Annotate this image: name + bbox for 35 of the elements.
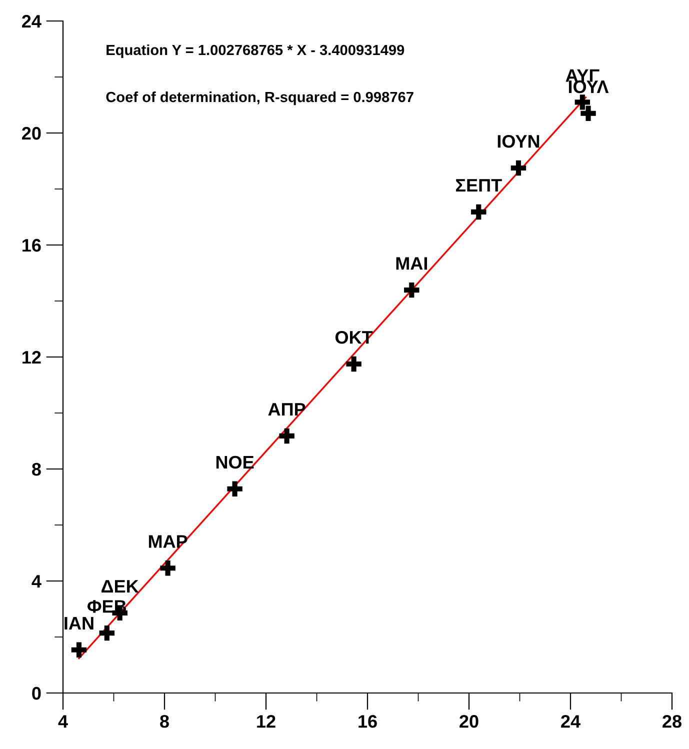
x-tick-label: 8 bbox=[160, 715, 169, 728]
y-tick-label: 0 bbox=[32, 686, 41, 700]
y-tick-label: 16 bbox=[22, 238, 41, 252]
x-tick-label: 28 bbox=[662, 715, 682, 728]
x-tick-label: 12 bbox=[257, 715, 276, 728]
y-tick-label: 8 bbox=[32, 462, 41, 476]
annotation: ΝΟΕ bbox=[216, 456, 254, 469]
x-tick-label: 24 bbox=[561, 715, 580, 728]
annotation: ΑΥΓ bbox=[566, 69, 600, 82]
x-tick-label: 16 bbox=[358, 715, 377, 728]
point bbox=[404, 282, 420, 298]
annotation: ΔΕΚ bbox=[102, 580, 139, 593]
point bbox=[99, 625, 115, 641]
y-tick-label: 20 bbox=[22, 126, 41, 140]
annotation: Equation Y = 1.002768765 * X - 3.400931499 bbox=[106, 44, 404, 58]
x-tick-label: 20 bbox=[460, 715, 478, 728]
point bbox=[580, 106, 596, 122]
point bbox=[160, 560, 176, 576]
annotation: ΙΑΝ bbox=[64, 617, 94, 630]
y-tick-label: 12 bbox=[22, 350, 41, 364]
point bbox=[71, 642, 87, 658]
y-tick-label: 4 bbox=[32, 575, 42, 588]
annotation: ΜΑΙ bbox=[396, 257, 427, 270]
annotation: ΙΟΥΝ bbox=[498, 134, 540, 148]
point bbox=[471, 204, 486, 220]
point bbox=[574, 94, 590, 110]
point bbox=[279, 428, 294, 444]
point bbox=[510, 160, 526, 176]
annotation: ΣΕΠΤ bbox=[456, 179, 502, 192]
annotation: ΙΟΥΛ bbox=[568, 80, 609, 94]
x-tick-label: 4 bbox=[58, 715, 68, 728]
point bbox=[227, 481, 242, 496]
y-tick-label: 24 bbox=[22, 14, 42, 28]
point bbox=[346, 356, 362, 372]
annotation: Coef of determination, R-squared = 0.998767 bbox=[106, 91, 414, 106]
